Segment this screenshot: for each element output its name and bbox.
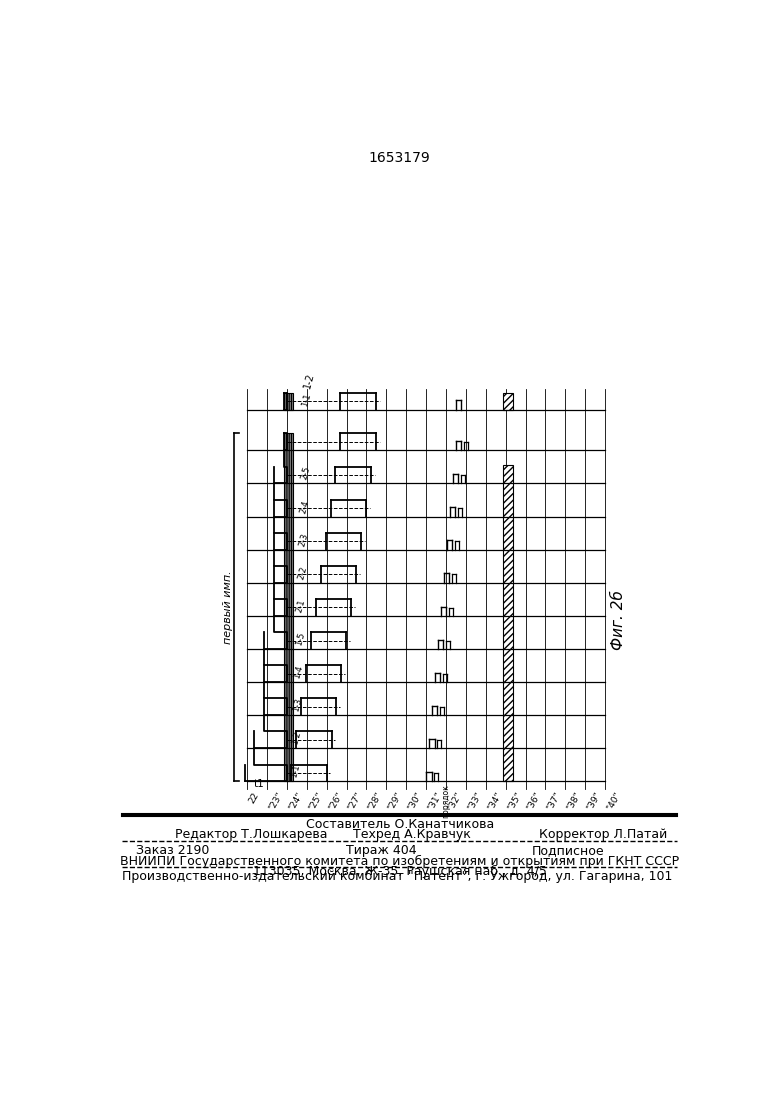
Text: 2-5: 2-5	[300, 465, 312, 481]
Text: Фиг. 2б: Фиг. 2б	[611, 590, 626, 650]
Text: "27": "27"	[346, 791, 364, 812]
Text: t1: t1	[254, 779, 265, 789]
Text: "25": "25"	[307, 791, 324, 812]
Text: первый имп.: первый имп.	[223, 570, 232, 644]
Text: порядок: порядок	[441, 784, 451, 817]
Text: "28": "28"	[367, 791, 384, 812]
Text: 2-1: 2-1	[295, 598, 307, 613]
Text: "34": "34"	[486, 791, 503, 812]
Text: Техред А.Кравчук: Техред А.Кравчук	[353, 827, 471, 840]
Text: "37": "37"	[545, 791, 563, 812]
Text: "31": "31"	[426, 791, 444, 812]
Text: 1-4: 1-4	[292, 664, 305, 679]
Text: "39": "39"	[585, 791, 603, 812]
Text: "38": "38"	[566, 791, 583, 812]
Text: "30": "30"	[406, 791, 424, 812]
Text: 2-3: 2-3	[297, 532, 310, 547]
Text: 1-1: 1-1	[289, 763, 301, 779]
Text: "32": "32"	[446, 791, 463, 812]
Text: "23": "23"	[267, 791, 285, 812]
Text: "29": "29"	[386, 791, 404, 812]
Text: 2-4: 2-4	[299, 499, 310, 514]
Text: 1653179: 1653179	[369, 151, 431, 164]
Bar	[284, 433, 293, 781]
Bar	[503, 393, 513, 409]
Text: 2-2: 2-2	[296, 565, 308, 580]
Text: Составитель О.Канатчикова: Составитель О.Канатчикова	[306, 817, 494, 831]
Bar	[503, 465, 513, 781]
Text: Тираж 404: Тираж 404	[346, 844, 416, 857]
Text: 1-2: 1-2	[290, 730, 303, 746]
Text: "24": "24"	[287, 791, 304, 812]
Text: Заказ 2190: Заказ 2190	[136, 844, 210, 857]
Text: 1-3: 1-3	[292, 697, 303, 713]
Text: 1-2: 1-2	[302, 372, 316, 389]
Text: 22: 22	[247, 791, 261, 805]
Text: "40": "40"	[605, 791, 622, 812]
Bar	[284, 393, 293, 409]
Text: "36": "36"	[526, 791, 543, 812]
Text: 1-5: 1-5	[294, 631, 306, 646]
Text: "33": "33"	[466, 791, 484, 812]
Text: "35": "35"	[505, 791, 523, 812]
Text: "26": "26"	[327, 791, 344, 812]
Text: 1-1: 1-1	[301, 392, 313, 407]
Text: Редактор Т.Лошкарева: Редактор Т.Лошкарева	[175, 827, 328, 840]
Text: ВНИИПИ Государственного комитета по изобретениям и открытиям при ГКНТ СССР: ВНИИПИ Государственного комитета по изоб…	[120, 855, 679, 868]
Text: Производственно-издательский комбинат "Патент", г. Ужгород, ул. Гагарина, 101: Производственно-издательский комбинат "П…	[122, 870, 672, 884]
Text: Подписное: Подписное	[531, 844, 604, 857]
Text: 113035, Москва, Ж-35, Раушская наб., д. 4/5: 113035, Москва, Ж-35, Раушская наб., д. …	[253, 865, 547, 878]
Text: Корректор Л.Патай: Корректор Л.Патай	[539, 827, 668, 840]
